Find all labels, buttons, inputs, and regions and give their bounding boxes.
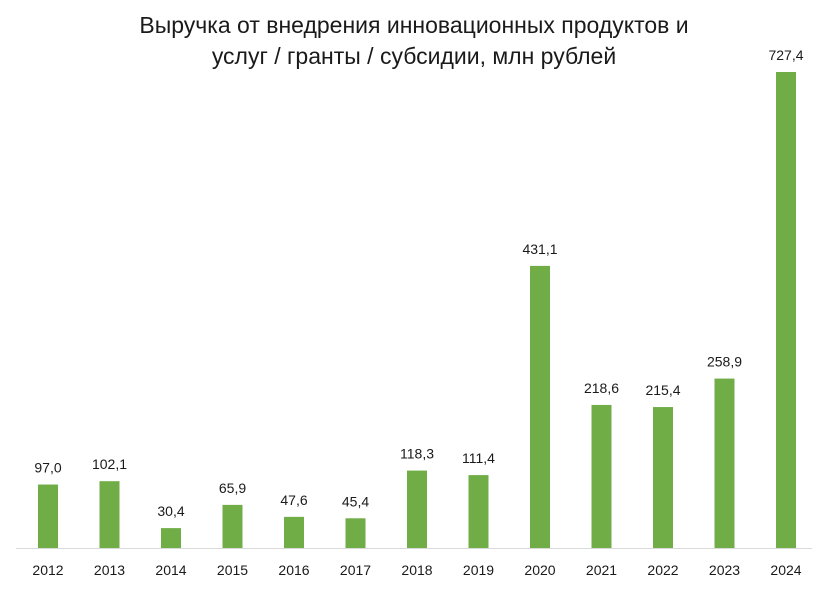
x-tick-label-2021: 2021 bbox=[586, 562, 617, 578]
x-tick-label-2013: 2013 bbox=[94, 562, 125, 578]
bar-2015 bbox=[222, 504, 243, 548]
bar-2022 bbox=[653, 407, 673, 548]
bar-2012 bbox=[38, 484, 58, 548]
chart-title: Выручка от внедрения инновационных проду… bbox=[0, 10, 828, 72]
bar-2013 bbox=[99, 481, 120, 548]
x-tick-label-2022: 2022 bbox=[647, 562, 678, 578]
chart-title-line-1: Выручка от внедрения инновационных проду… bbox=[139, 12, 689, 38]
data-label-2013: 102,1 bbox=[92, 456, 127, 472]
x-tick-label-2020: 2020 bbox=[524, 562, 555, 578]
data-label-2021: 218,6 bbox=[584, 380, 619, 396]
x-tick-label-2012: 2012 bbox=[32, 562, 63, 578]
data-label-2016: 47,6 bbox=[280, 492, 307, 508]
bar-2017 bbox=[345, 518, 366, 548]
bar-2020 bbox=[530, 265, 550, 548]
bar-2021 bbox=[591, 404, 612, 548]
bar-2018 bbox=[407, 470, 427, 548]
bar-2016 bbox=[284, 516, 304, 548]
data-label-2020: 431,1 bbox=[522, 241, 557, 257]
x-tick-label-2015: 2015 bbox=[217, 562, 248, 578]
data-label-2022: 215,4 bbox=[645, 382, 680, 398]
x-tick-label-2019: 2019 bbox=[463, 562, 494, 578]
x-tick-label-2023: 2023 bbox=[709, 562, 740, 578]
data-label-2019: 111,4 bbox=[462, 450, 495, 466]
data-label-2017: 45,4 bbox=[342, 493, 369, 509]
bar-2014 bbox=[161, 528, 181, 548]
bar-2024 bbox=[776, 72, 796, 548]
data-label-2012: 97,0 bbox=[34, 460, 61, 476]
x-tick-label-2016: 2016 bbox=[278, 562, 309, 578]
x-tick-label-2024: 2024 bbox=[770, 562, 801, 578]
data-label-2015: 65,9 bbox=[219, 480, 246, 496]
data-label-2014: 30,4 bbox=[157, 503, 184, 519]
data-label-2024: 727,4 bbox=[768, 47, 803, 63]
x-tick-label-2018: 2018 bbox=[401, 562, 432, 578]
data-label-2023: 258,9 bbox=[707, 354, 742, 370]
bar-2019 bbox=[468, 475, 489, 548]
x-tick-label-2017: 2017 bbox=[340, 562, 371, 578]
bar-2023 bbox=[714, 378, 735, 548]
x-tick-label-2014: 2014 bbox=[155, 562, 186, 578]
chart-title-line-2: услуг / гранты / субсидии, млн рублей bbox=[211, 43, 617, 69]
data-label-2018: 118,3 bbox=[400, 446, 434, 462]
